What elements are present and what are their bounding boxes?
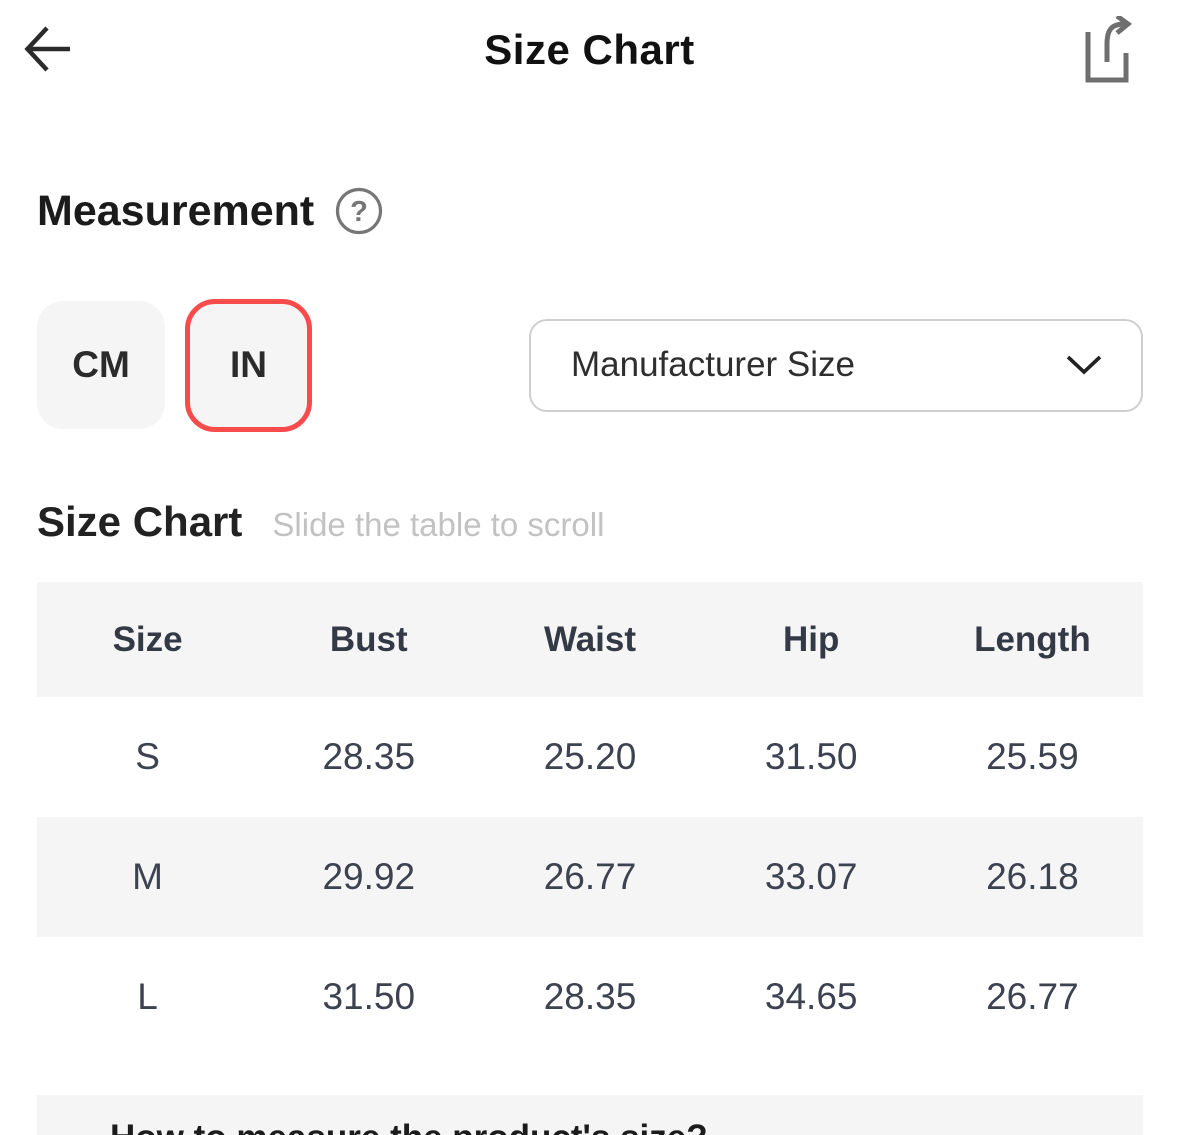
unit-toggle-cm[interactable]: CM	[37, 301, 165, 429]
measurement-heading: Measurement	[37, 186, 315, 235]
page-title: Size Chart	[484, 26, 695, 73]
chevron-down-icon	[1065, 354, 1103, 376]
cell-size: M	[132, 856, 163, 897]
cell-bust: 28.35	[322, 736, 416, 777]
cell-bust: 29.92	[322, 856, 416, 897]
how-to-measure-question: How to measure the product's size?	[110, 1118, 1143, 1135]
cell-size: S	[135, 736, 160, 777]
size-standard-value: Manufacturer Size	[571, 345, 856, 384]
cell-hip: 31.50	[764, 736, 858, 777]
scroll-hint: Slide the table to scroll	[272, 506, 605, 543]
svg-text:?: ?	[350, 196, 368, 228]
table-header-row: Size Bust Waist Hip Length	[37, 582, 1143, 697]
cell-length: 26.77	[986, 976, 1079, 1017]
column-header-hip: Hip	[783, 620, 840, 659]
measurement-section-header: Measurement ?	[37, 186, 1179, 236]
size-chart-section-header: Size Chart Slide the table to scroll	[37, 498, 1179, 546]
cell-length: 25.59	[986, 736, 1079, 777]
cell-bust: 31.50	[322, 976, 416, 1017]
table-row-m: M 29.92 26.77 33.07 26.18	[37, 817, 1143, 937]
column-header-length: Length	[974, 620, 1091, 659]
size-table[interactable]: Size Bust Waist Hip Length S 28.35 25.20…	[37, 582, 1143, 1057]
share-icon	[1081, 16, 1133, 86]
size-standard-dropdown[interactable]: Manufacturer Size	[529, 318, 1143, 412]
column-header-bust: Bust	[329, 620, 408, 659]
back-button[interactable]	[22, 20, 74, 78]
cell-hip: 33.07	[764, 856, 858, 897]
cell-waist: 25.20	[543, 736, 637, 777]
cell-waist: 28.35	[543, 976, 637, 1017]
help-question-icon[interactable]: ?	[334, 186, 384, 236]
cell-size: L	[137, 976, 158, 1017]
cell-waist: 26.77	[543, 856, 637, 897]
share-button[interactable]	[1079, 14, 1135, 88]
column-header-size: Size	[112, 620, 183, 659]
back-arrow-icon	[23, 22, 73, 76]
unit-and-standard-row: CM IN Manufacturer Size	[37, 298, 1143, 432]
cell-length: 26.18	[986, 856, 1079, 897]
size-chart-heading: Size Chart	[37, 498, 243, 545]
unit-toggle-in[interactable]: IN	[185, 298, 312, 432]
column-header-waist: Waist	[543, 620, 637, 659]
table-row-s: S 28.35 25.20 31.50 25.59	[37, 697, 1143, 817]
how-to-measure-panel[interactable]: How to measure the product's size?	[37, 1095, 1143, 1135]
header-bar: Size Chart	[0, 0, 1179, 100]
table-row-l: L 31.50 28.35 34.65 26.77	[37, 937, 1143, 1057]
cell-hip: 34.65	[764, 976, 858, 1017]
